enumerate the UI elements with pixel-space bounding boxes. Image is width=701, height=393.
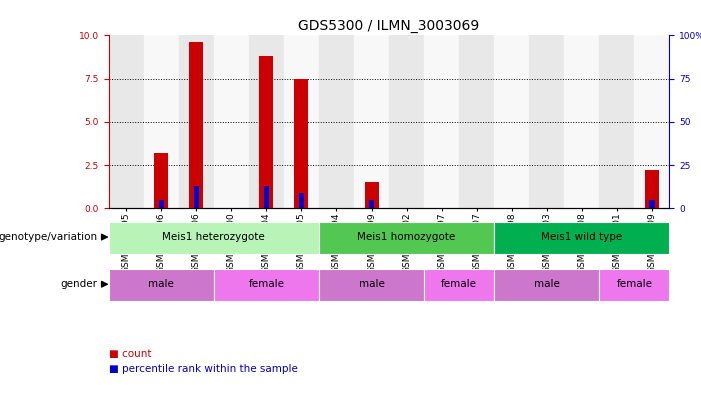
- Text: female: female: [441, 279, 477, 289]
- Bar: [649, 200, 655, 208]
- Bar: [144, 35, 179, 208]
- Bar: [494, 222, 669, 254]
- Text: female: female: [248, 279, 285, 289]
- Bar: [109, 269, 214, 301]
- Bar: [189, 42, 203, 208]
- Bar: [365, 182, 379, 208]
- Text: ■ percentile rank within the sample: ■ percentile rank within the sample: [109, 364, 297, 375]
- Bar: [179, 35, 214, 208]
- Bar: [249, 35, 284, 208]
- Bar: [369, 200, 374, 208]
- Title: GDS5300 / ILMN_3003069: GDS5300 / ILMN_3003069: [299, 19, 479, 33]
- Bar: [193, 186, 199, 208]
- Text: male: male: [149, 279, 174, 289]
- Text: Meis1 wild type: Meis1 wild type: [541, 232, 622, 242]
- Text: Meis1 heterozygote: Meis1 heterozygote: [163, 232, 265, 242]
- Bar: [494, 269, 599, 301]
- Bar: [214, 35, 249, 208]
- Bar: [424, 35, 459, 208]
- Text: Meis1 homozygote: Meis1 homozygote: [358, 232, 456, 242]
- Text: gender: gender: [60, 279, 97, 289]
- Text: female: female: [616, 279, 653, 289]
- Bar: [319, 222, 494, 254]
- Text: male: male: [359, 279, 384, 289]
- Bar: [299, 193, 304, 208]
- Bar: [645, 170, 659, 208]
- Bar: [214, 269, 319, 301]
- Bar: [634, 35, 669, 208]
- Bar: [319, 35, 354, 208]
- Bar: [494, 35, 529, 208]
- Bar: [564, 35, 599, 208]
- Bar: [319, 269, 424, 301]
- Text: ■ count: ■ count: [109, 349, 151, 359]
- Bar: [109, 222, 319, 254]
- Bar: [529, 35, 564, 208]
- Bar: [154, 153, 168, 208]
- Bar: [294, 79, 308, 208]
- Bar: [109, 35, 144, 208]
- Text: genotype/variation: genotype/variation: [0, 232, 97, 242]
- Text: male: male: [534, 279, 559, 289]
- Bar: [459, 35, 494, 208]
- Bar: [599, 269, 669, 301]
- Bar: [284, 35, 319, 208]
- Bar: [259, 56, 273, 208]
- Bar: [158, 200, 164, 208]
- Bar: [599, 35, 634, 208]
- Bar: [389, 35, 424, 208]
- Bar: [264, 186, 269, 208]
- Bar: [424, 269, 494, 301]
- Bar: [354, 35, 389, 208]
